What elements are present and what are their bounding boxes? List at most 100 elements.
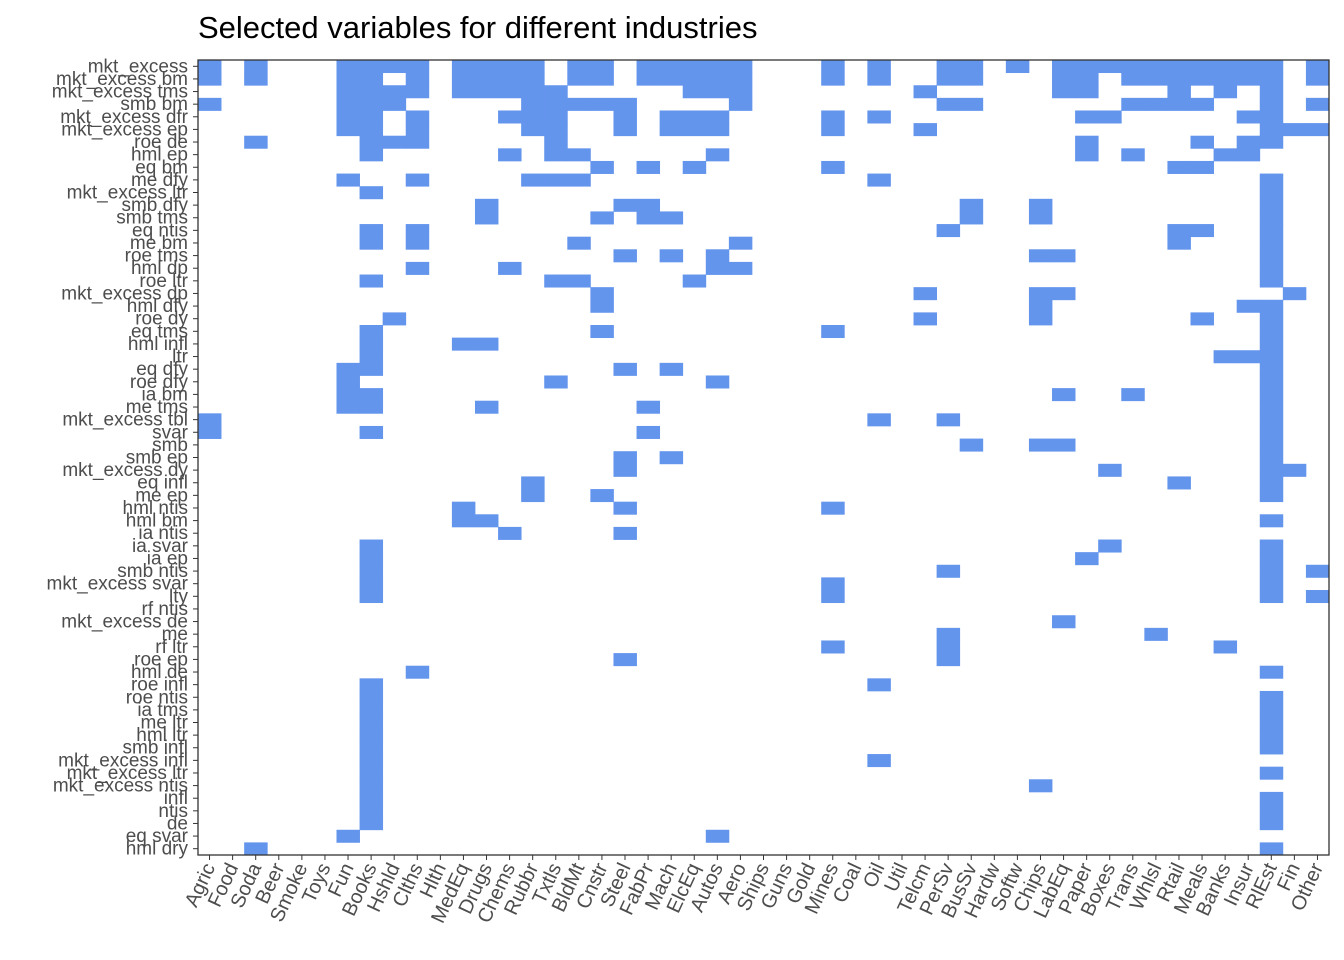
heatmap-cell (567, 72, 591, 86)
heatmap-cell (1213, 85, 1238, 99)
heatmap-cell (867, 678, 891, 692)
heatmap-cell (521, 72, 545, 86)
heatmap-cell (544, 135, 568, 149)
heatmap-cell (590, 287, 614, 301)
heatmap-cell (936, 97, 961, 111)
y-tick-label: eq tms (131, 321, 188, 342)
heatmap-cell (1259, 186, 1284, 200)
heatmap-cell (590, 72, 614, 86)
heatmap-cell (359, 678, 384, 692)
heatmap-cell (636, 425, 661, 439)
heatmap-cell (659, 72, 684, 86)
heatmap-cell (821, 325, 845, 339)
heatmap-cell (198, 97, 222, 111)
y-tick-label: mkt_excess de (61, 612, 188, 633)
heatmap-cell (1305, 72, 1330, 86)
heatmap-cell (359, 539, 384, 553)
chart-title: Selected variables for different industr… (198, 10, 758, 45)
y-tick-label: eq infl (137, 473, 188, 494)
heatmap-cell (821, 60, 845, 74)
y-tick-label: hml de (131, 662, 188, 683)
y-tick-label: hml ep (131, 145, 188, 166)
heatmap-cell (1028, 198, 1053, 212)
heatmap-cell (336, 123, 360, 137)
y-tick-label: mkt_excess ntis (53, 776, 188, 797)
heatmap-cell (405, 60, 430, 74)
heatmap-cell (359, 791, 384, 805)
heatmap-cell (405, 85, 430, 99)
heatmap-cells (198, 60, 1330, 856)
heatmap-cell (359, 186, 384, 200)
heatmap-cell (474, 60, 499, 74)
heatmap-cell (1259, 577, 1284, 591)
y-tick-label: hml ntis (123, 498, 188, 519)
y-tick-label: ia svar (132, 536, 189, 557)
y-tick-label: ia bm (142, 384, 188, 405)
heatmap-cell (590, 60, 614, 74)
heatmap-cell (590, 489, 614, 503)
heatmap-cell (867, 413, 891, 427)
heatmap-cell (659, 451, 684, 465)
heatmap-cell (1259, 766, 1284, 780)
heatmap-cell (1259, 236, 1284, 250)
heatmap-cell (613, 198, 637, 212)
heatmap-cell (1259, 489, 1284, 503)
heatmap-cell (1144, 60, 1168, 74)
heatmap-cell (1259, 476, 1284, 490)
heatmap-cell (359, 388, 384, 402)
heatmap-cell (959, 438, 984, 452)
heatmap-cell (1259, 564, 1284, 578)
y-tick-label: me ep (135, 485, 188, 506)
heatmap-cell (498, 72, 522, 86)
heatmap-cell (613, 97, 637, 111)
y-tick-label: mkt_excess tbl (62, 410, 188, 431)
y-tick-label: ia ntis (138, 523, 188, 544)
heatmap-cell (521, 110, 545, 124)
heatmap-cell (728, 236, 753, 250)
heatmap-cell (821, 577, 845, 591)
heatmap-cell (1098, 463, 1122, 477)
heatmap-cell (567, 236, 591, 250)
heatmap-cell (359, 817, 384, 831)
heatmap-cell (1259, 514, 1284, 528)
heatmap-cell (359, 72, 384, 86)
heatmap-cell (521, 85, 545, 99)
y-tick-label: roe ntis (126, 687, 188, 708)
heatmap-cell (359, 274, 384, 288)
y-tick-label: mkt_excess dfr (60, 107, 188, 128)
heatmap-cell (659, 110, 684, 124)
heatmap-cell (1098, 539, 1122, 553)
heatmap-cell (498, 148, 522, 162)
heatmap-cell (1259, 173, 1284, 187)
heatmap-cell (1144, 97, 1168, 111)
heatmap-cell (1259, 135, 1284, 149)
heatmap-cell (636, 400, 661, 414)
heatmap-cell (1259, 413, 1284, 427)
heatmap-cell (1259, 337, 1284, 351)
heatmap-cell (474, 85, 499, 99)
heatmap-cell (1052, 287, 1076, 301)
heatmap-cell (521, 173, 545, 187)
heatmap-cell (336, 375, 360, 389)
heatmap-cell (1213, 148, 1238, 162)
heatmap-cell (405, 110, 430, 124)
heatmap-cell (359, 110, 384, 124)
heatmap-cell (451, 337, 476, 351)
heatmap-cell (1259, 690, 1284, 704)
heatmap-cell (1259, 362, 1284, 376)
heatmap-cell (1259, 72, 1284, 86)
heatmap-cell (959, 198, 984, 212)
heatmap-cell (1190, 97, 1214, 111)
heatmap-cell (659, 211, 684, 225)
heatmap-cell (1305, 590, 1330, 604)
heatmap-cell (382, 85, 407, 99)
heatmap-cell (821, 110, 845, 124)
heatmap-cell (1259, 312, 1284, 326)
heatmap-cell (1259, 463, 1284, 477)
heatmap-cell (1167, 72, 1191, 86)
heatmap-cell (705, 148, 730, 162)
heatmap-cell (1028, 287, 1053, 301)
y-tick-label: mkt_excess infl (58, 750, 188, 771)
heatmap-cell (1305, 123, 1330, 137)
heatmap-cell (1190, 224, 1214, 238)
